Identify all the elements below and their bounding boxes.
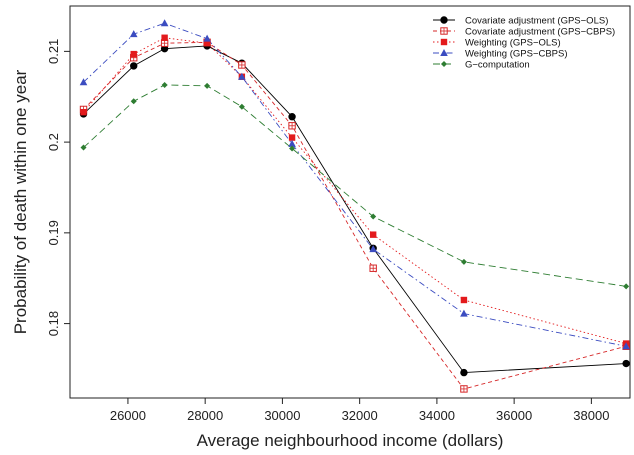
y-tick-label: 0.21 bbox=[46, 39, 61, 64]
legend-label: Weighting (GPS−CBPS) bbox=[465, 48, 568, 59]
data-point-series-2 bbox=[369, 264, 377, 272]
legend-label: G−computation bbox=[465, 59, 530, 70]
data-point-series-4 bbox=[622, 342, 630, 350]
data-point-series-1 bbox=[288, 113, 296, 121]
legend-label: Covariate adjustment (GPS−OLS) bbox=[465, 15, 608, 26]
data-point-series-5 bbox=[289, 145, 296, 152]
series-line-4 bbox=[83, 22, 627, 347]
data-point-series-3 bbox=[369, 231, 377, 238]
x-tick-label: 32000 bbox=[342, 408, 378, 423]
x-tick-label: 34000 bbox=[419, 408, 455, 423]
legend-marker bbox=[440, 27, 448, 35]
data-point-series-5 bbox=[80, 144, 87, 151]
series-line-2 bbox=[83, 41, 627, 390]
data-point-series-1 bbox=[460, 368, 468, 377]
data-point-series-4 bbox=[129, 30, 138, 38]
data-point-series-1 bbox=[622, 359, 630, 368]
data-point-series-2 bbox=[288, 122, 296, 130]
legend: Covariate adjustment (GPS−OLS)Covariate … bbox=[433, 15, 615, 70]
legend-label: Weighting (GPS−OLS) bbox=[465, 37, 561, 48]
legend-marker bbox=[440, 16, 448, 24]
x-tick-label: 28000 bbox=[187, 408, 223, 423]
data-point-series-4 bbox=[369, 245, 377, 253]
plot-frame bbox=[69, 5, 631, 399]
data-point-series-4 bbox=[460, 309, 468, 317]
x-tick-label: 36000 bbox=[496, 408, 532, 423]
y-tick-label: 0.18 bbox=[46, 311, 61, 336]
data-point-series-5 bbox=[130, 98, 137, 105]
data-point-series-3 bbox=[130, 50, 137, 58]
data-point-series-4 bbox=[160, 19, 169, 27]
data-point-series-3 bbox=[161, 34, 168, 41]
series-line-5 bbox=[83, 84, 627, 287]
legend-marker bbox=[440, 38, 448, 46]
series-markers bbox=[79, 19, 630, 393]
data-point-series-5 bbox=[623, 283, 630, 290]
data-point-series-5 bbox=[204, 82, 211, 89]
y-tick-label: 0.2 bbox=[46, 133, 61, 151]
x-axis-title: Average neighbourhood income (dollars) bbox=[197, 431, 504, 450]
y-axis-title: Probability of death within one year bbox=[11, 69, 30, 334]
data-point-series-2 bbox=[160, 39, 169, 47]
data-point-series-5 bbox=[370, 213, 377, 220]
data-point-series-4 bbox=[238, 72, 246, 80]
x-tick-label: 26000 bbox=[110, 408, 146, 423]
legend-marker bbox=[440, 49, 448, 56]
legend-label: Covariate adjustment (GPS−CBPS) bbox=[465, 26, 615, 37]
y-tick-label: 0.19 bbox=[46, 220, 61, 245]
data-point-series-3 bbox=[203, 40, 211, 47]
series-line-3 bbox=[83, 37, 627, 344]
data-point-series-3 bbox=[80, 108, 87, 116]
axes: 26000 28000 30000 32000 34000 36000 38000 0.18 0… bbox=[46, 5, 631, 423]
data-point-series-5 bbox=[238, 103, 245, 110]
data-point-series-2 bbox=[238, 61, 246, 69]
series-line-1 bbox=[83, 45, 627, 374]
x-tick-label: 38000 bbox=[573, 408, 609, 423]
x-tick-label: 30000 bbox=[264, 408, 300, 423]
legend-marker bbox=[441, 61, 447, 67]
data-point-series-4 bbox=[288, 139, 296, 147]
data-point-series-3 bbox=[460, 296, 468, 304]
data-point-series-3 bbox=[288, 134, 296, 141]
data-point-series-4 bbox=[203, 34, 211, 42]
data-point-series-4 bbox=[79, 78, 88, 86]
data-point-series-5 bbox=[161, 81, 168, 88]
data-point-series-1 bbox=[130, 62, 138, 70]
series-lines bbox=[83, 22, 627, 390]
data-point-series-2 bbox=[460, 385, 468, 393]
data-point-series-5 bbox=[460, 258, 467, 265]
